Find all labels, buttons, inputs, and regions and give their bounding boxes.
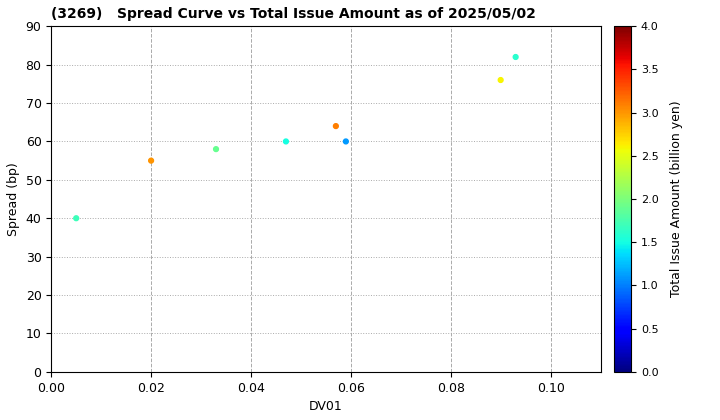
Point (495, 77, 506, 84)
Point (340, 138, 351, 145)
Point (510, 54, 521, 60)
Y-axis label: Spread (bp): Spread (bp) (7, 162, 20, 236)
Text: (3269)   Spread Curve vs Total Issue Amount as of 2025/05/02: (3269) Spread Curve vs Total Issue Amoun… (51, 7, 536, 21)
Point (280, 138, 292, 145)
Point (145, 157, 157, 164)
Y-axis label: Total Issue Amount (billion yen): Total Issue Amount (billion yen) (670, 101, 683, 297)
X-axis label: DV01: DV01 (309, 400, 343, 413)
Point (71, 215, 82, 222)
Point (210, 146, 222, 152)
Point (330, 123, 341, 129)
